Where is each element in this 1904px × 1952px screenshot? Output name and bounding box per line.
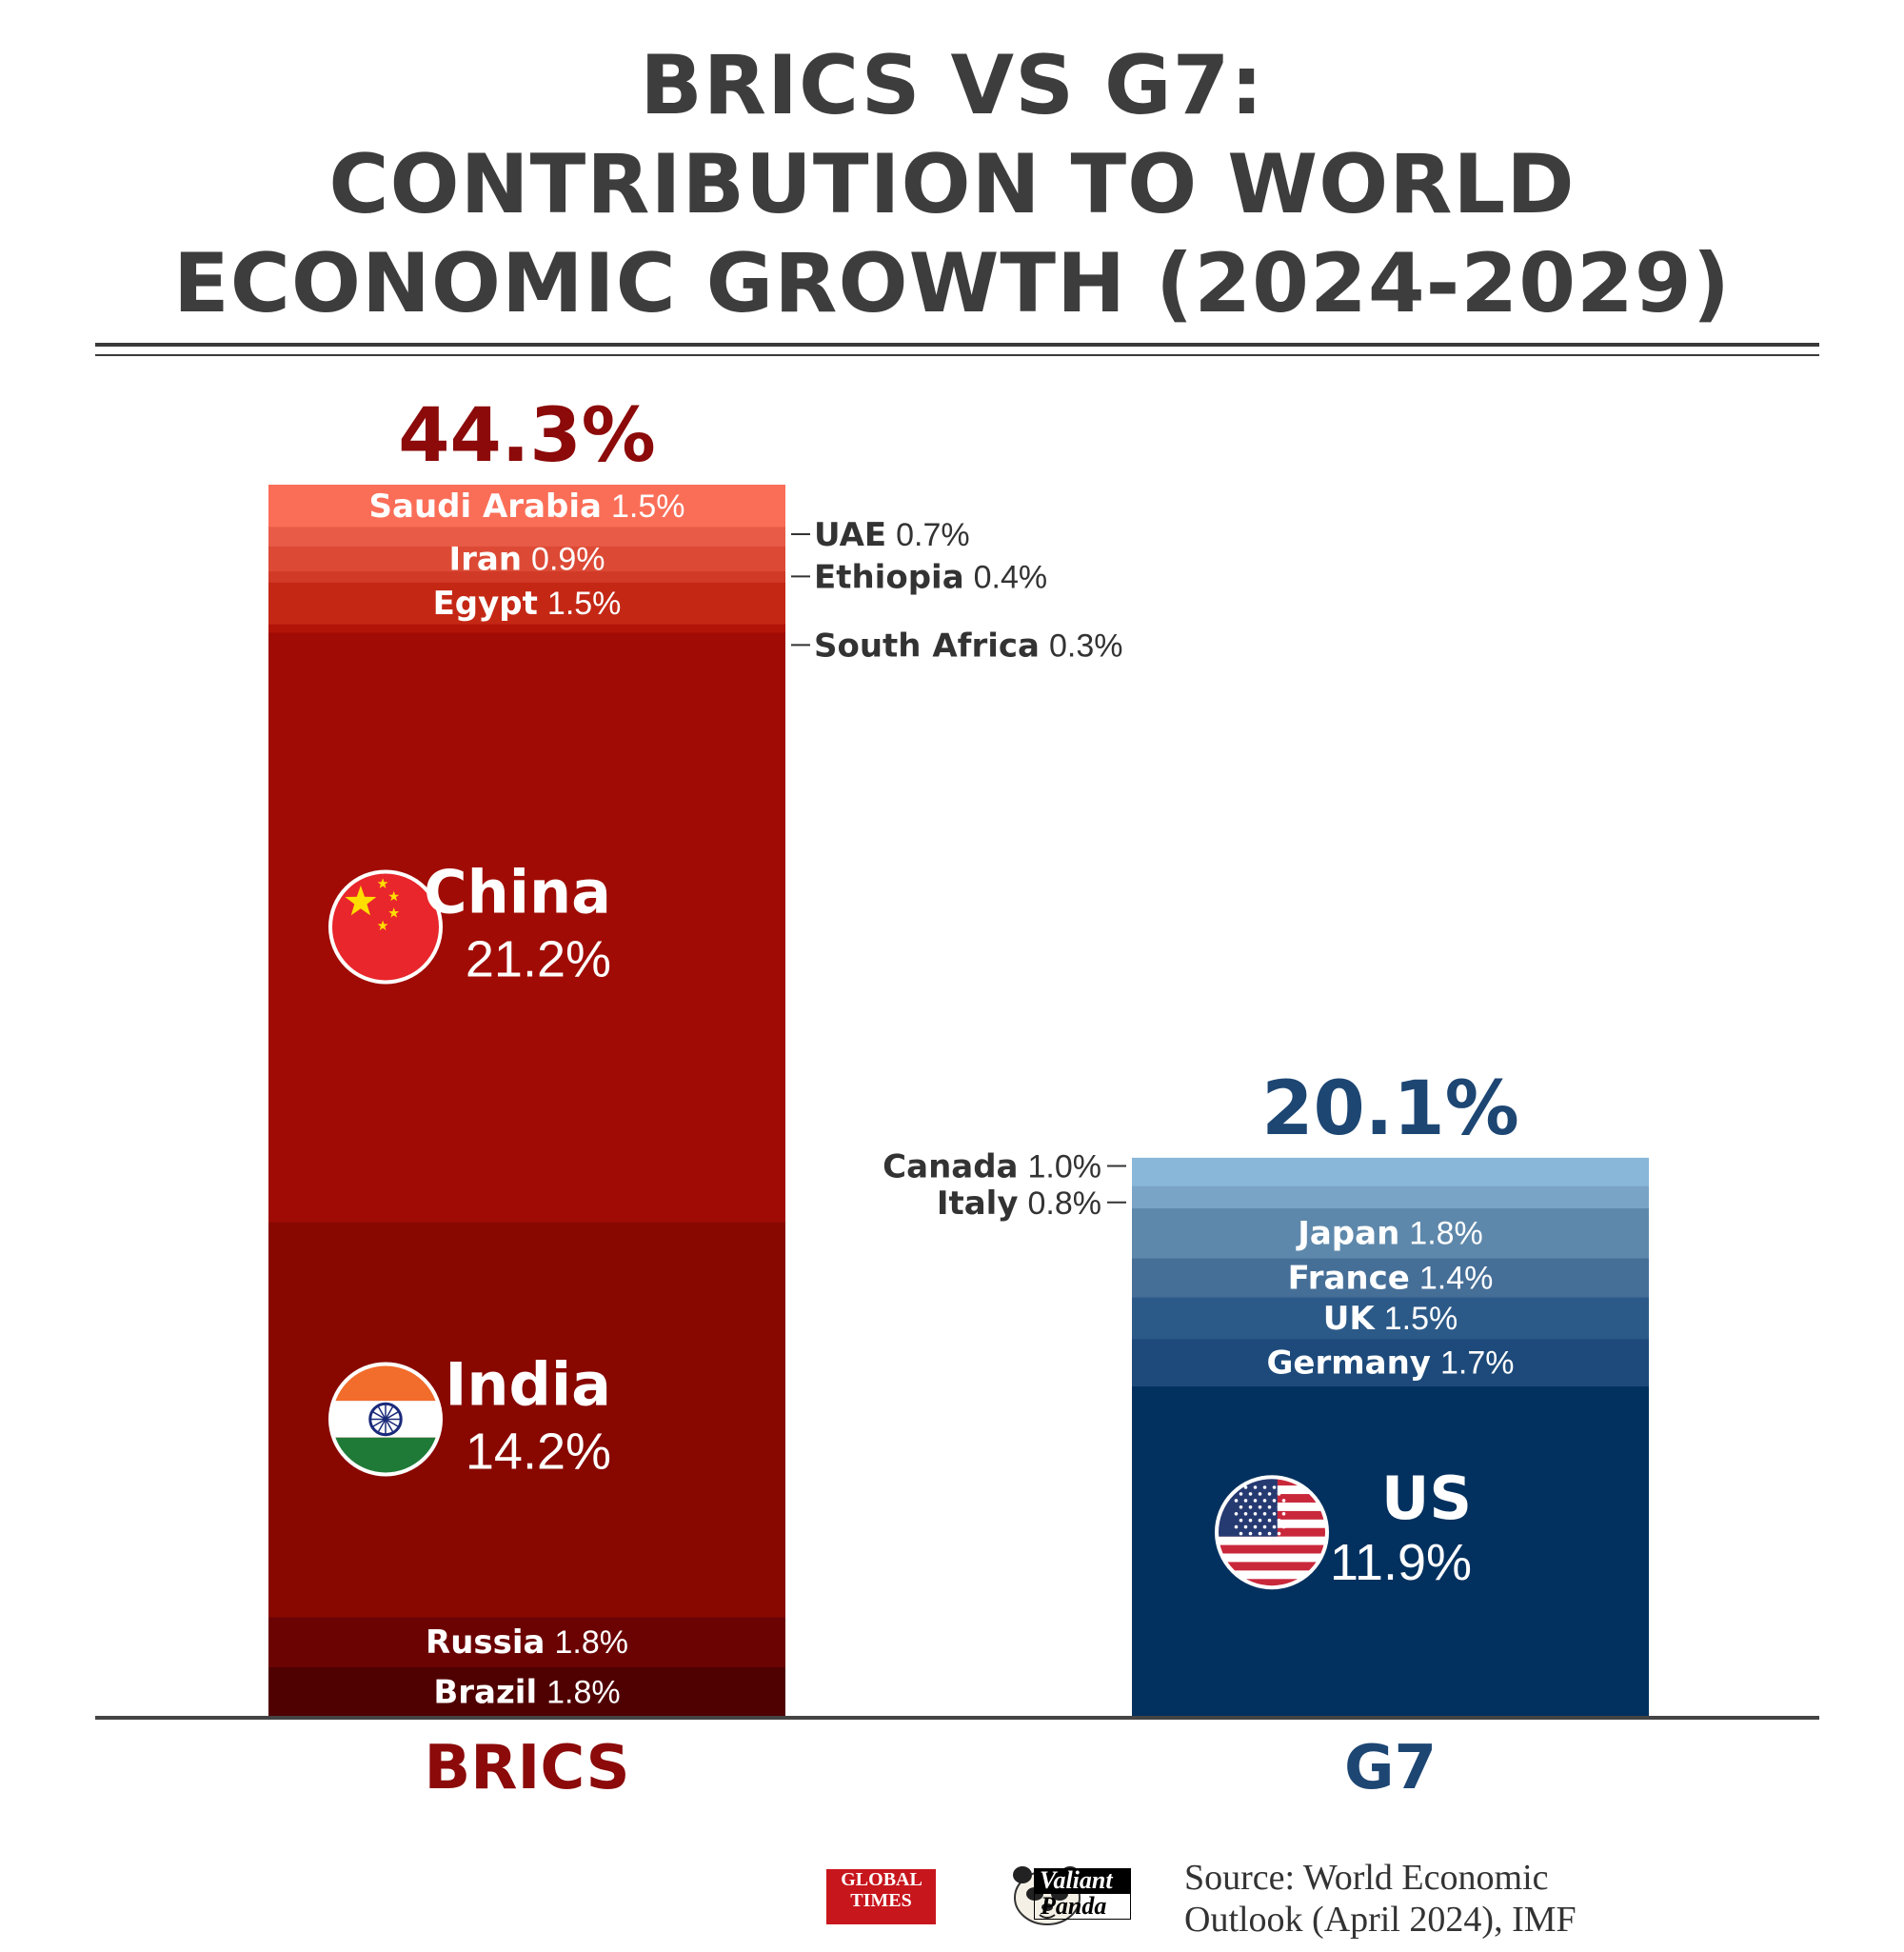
source-note: Source: World Economic Outlook (April 20… [1184, 1857, 1889, 1941]
label-japan-name: Japan [1296, 1215, 1399, 1253]
bar-segment-uk [1132, 1296, 1649, 1340]
bar-segment-egypt [268, 582, 785, 625]
category-label-brics: BRICS [424, 1733, 629, 1803]
label-saudi-arabia: Saudi Arabia 1.5% [369, 488, 685, 526]
label-russia-name: Russia [426, 1623, 545, 1662]
label-saudi-arabia-value: 1.5% [611, 488, 685, 525]
label-china-value: 21.2% [466, 930, 611, 987]
label-saudi-arabia-name: Saudi Arabia [369, 488, 602, 526]
label-brazil-value: 1.8% [546, 1675, 621, 1711]
label-france-name: France [1288, 1260, 1410, 1298]
china-flag-icon [328, 869, 443, 985]
chart-title: BRICS VS G7: CONTRIBUTION TO WORLD ECONO… [0, 36, 1904, 333]
label-russia: Russia 1.8% [426, 1623, 628, 1662]
label-canada: Canada 1.0% [883, 1148, 1101, 1186]
label-uae-name: UAE [814, 516, 886, 554]
bar-segment-iran [268, 546, 785, 572]
bar-segment-russia [268, 1616, 785, 1668]
title-rule-thick [95, 343, 1819, 347]
title-line-1: BRICS VS G7: [640, 38, 1264, 133]
label-italy: Italy 0.8% [937, 1185, 1101, 1223]
source-line-2: Outlook (April 2024), IMF [1184, 1900, 1577, 1940]
bar-segment-france [1132, 1258, 1649, 1298]
label-france: France 1.4% [1288, 1260, 1494, 1298]
label-india-value: 14.2% [466, 1424, 611, 1481]
label-egypt-value: 1.5% [547, 586, 622, 622]
label-uk-value: 1.5% [1384, 1301, 1458, 1337]
title-rule-thin [95, 354, 1819, 356]
label-canada-value: 1.0% [1028, 1149, 1102, 1185]
label-ethiopia-value: 0.4% [974, 559, 1048, 595]
label-ethiopia-name: Ethiopia [814, 558, 964, 596]
label-brazil: Brazil 1.8% [433, 1674, 620, 1712]
label-italy-value: 0.8% [1028, 1185, 1102, 1222]
title-line-2: CONTRIBUTION TO WORLD [328, 137, 1576, 232]
title-line-3: ECONOMIC GROWTH (2024-2029) [172, 236, 1732, 331]
bar-segment-germany [1132, 1338, 1649, 1386]
label-germany: Germany 1.7% [1267, 1344, 1515, 1383]
bar-segment-italy [1132, 1185, 1649, 1209]
bar-segment-japan [1132, 1207, 1649, 1259]
label-germany-value: 1.7% [1440, 1345, 1515, 1382]
label-south-africa: South Africa 0.3% [814, 627, 1122, 665]
label-ethiopia: Ethiopia 0.4% [814, 558, 1047, 596]
total-label-g7: 20.1% [1261, 1066, 1519, 1152]
label-iran-value: 0.9% [531, 541, 605, 577]
label-china-name: China [424, 857, 611, 926]
category-label-g7: G7 [1344, 1733, 1437, 1803]
bar-segment-south-africa [268, 624, 785, 633]
label-iran-name: Iran [448, 540, 522, 578]
label-south-africa-name: South Africa [814, 627, 1040, 665]
label-japan: Japan 1.8% [1296, 1215, 1483, 1253]
total-label-brics: 44.3% [398, 393, 656, 479]
label-uae-value: 0.7% [896, 517, 970, 553]
source-line-1: Source: World Economic [1184, 1858, 1549, 1898]
label-japan-value: 1.8% [1409, 1216, 1483, 1252]
label-south-africa-value: 0.3% [1049, 627, 1123, 664]
label-us-value: 11.9% [1330, 1534, 1472, 1591]
bar-segment-brazil [268, 1666, 785, 1718]
label-italy-name: Italy [937, 1185, 1019, 1223]
label-egypt-name: Egypt [433, 585, 538, 623]
bar-segment-us [1132, 1385, 1649, 1718]
label-france-value: 1.4% [1419, 1261, 1494, 1297]
label-iran: Iran 0.9% [448, 540, 605, 578]
bar-segment-canada [1132, 1157, 1649, 1186]
bar-segment-saudi-arabia [268, 485, 785, 528]
label-germany-name: Germany [1267, 1344, 1431, 1383]
label-india-name: India [445, 1350, 611, 1420]
label-egypt: Egypt 1.5% [433, 585, 622, 623]
label-uk-name: UK [1323, 1300, 1377, 1338]
label-us-name: US [1381, 1464, 1472, 1533]
global-times-logo: GLOBAL TIMES [826, 1869, 936, 1924]
label-russia-value: 1.8% [554, 1624, 628, 1661]
india-flag-icon [328, 1362, 443, 1477]
label-brazil-name: Brazil [433, 1674, 537, 1712]
bar-segment-ethiopia [268, 570, 785, 583]
bar-segment-uae [268, 526, 785, 547]
label-uk: UK 1.5% [1323, 1300, 1458, 1338]
us-flag-icon [1215, 1475, 1329, 1590]
label-canada-name: Canada [883, 1148, 1018, 1186]
label-uae: UAE 0.7% [814, 516, 970, 554]
valiant-panda-logo: Valiant Panda [1034, 1868, 1131, 1920]
